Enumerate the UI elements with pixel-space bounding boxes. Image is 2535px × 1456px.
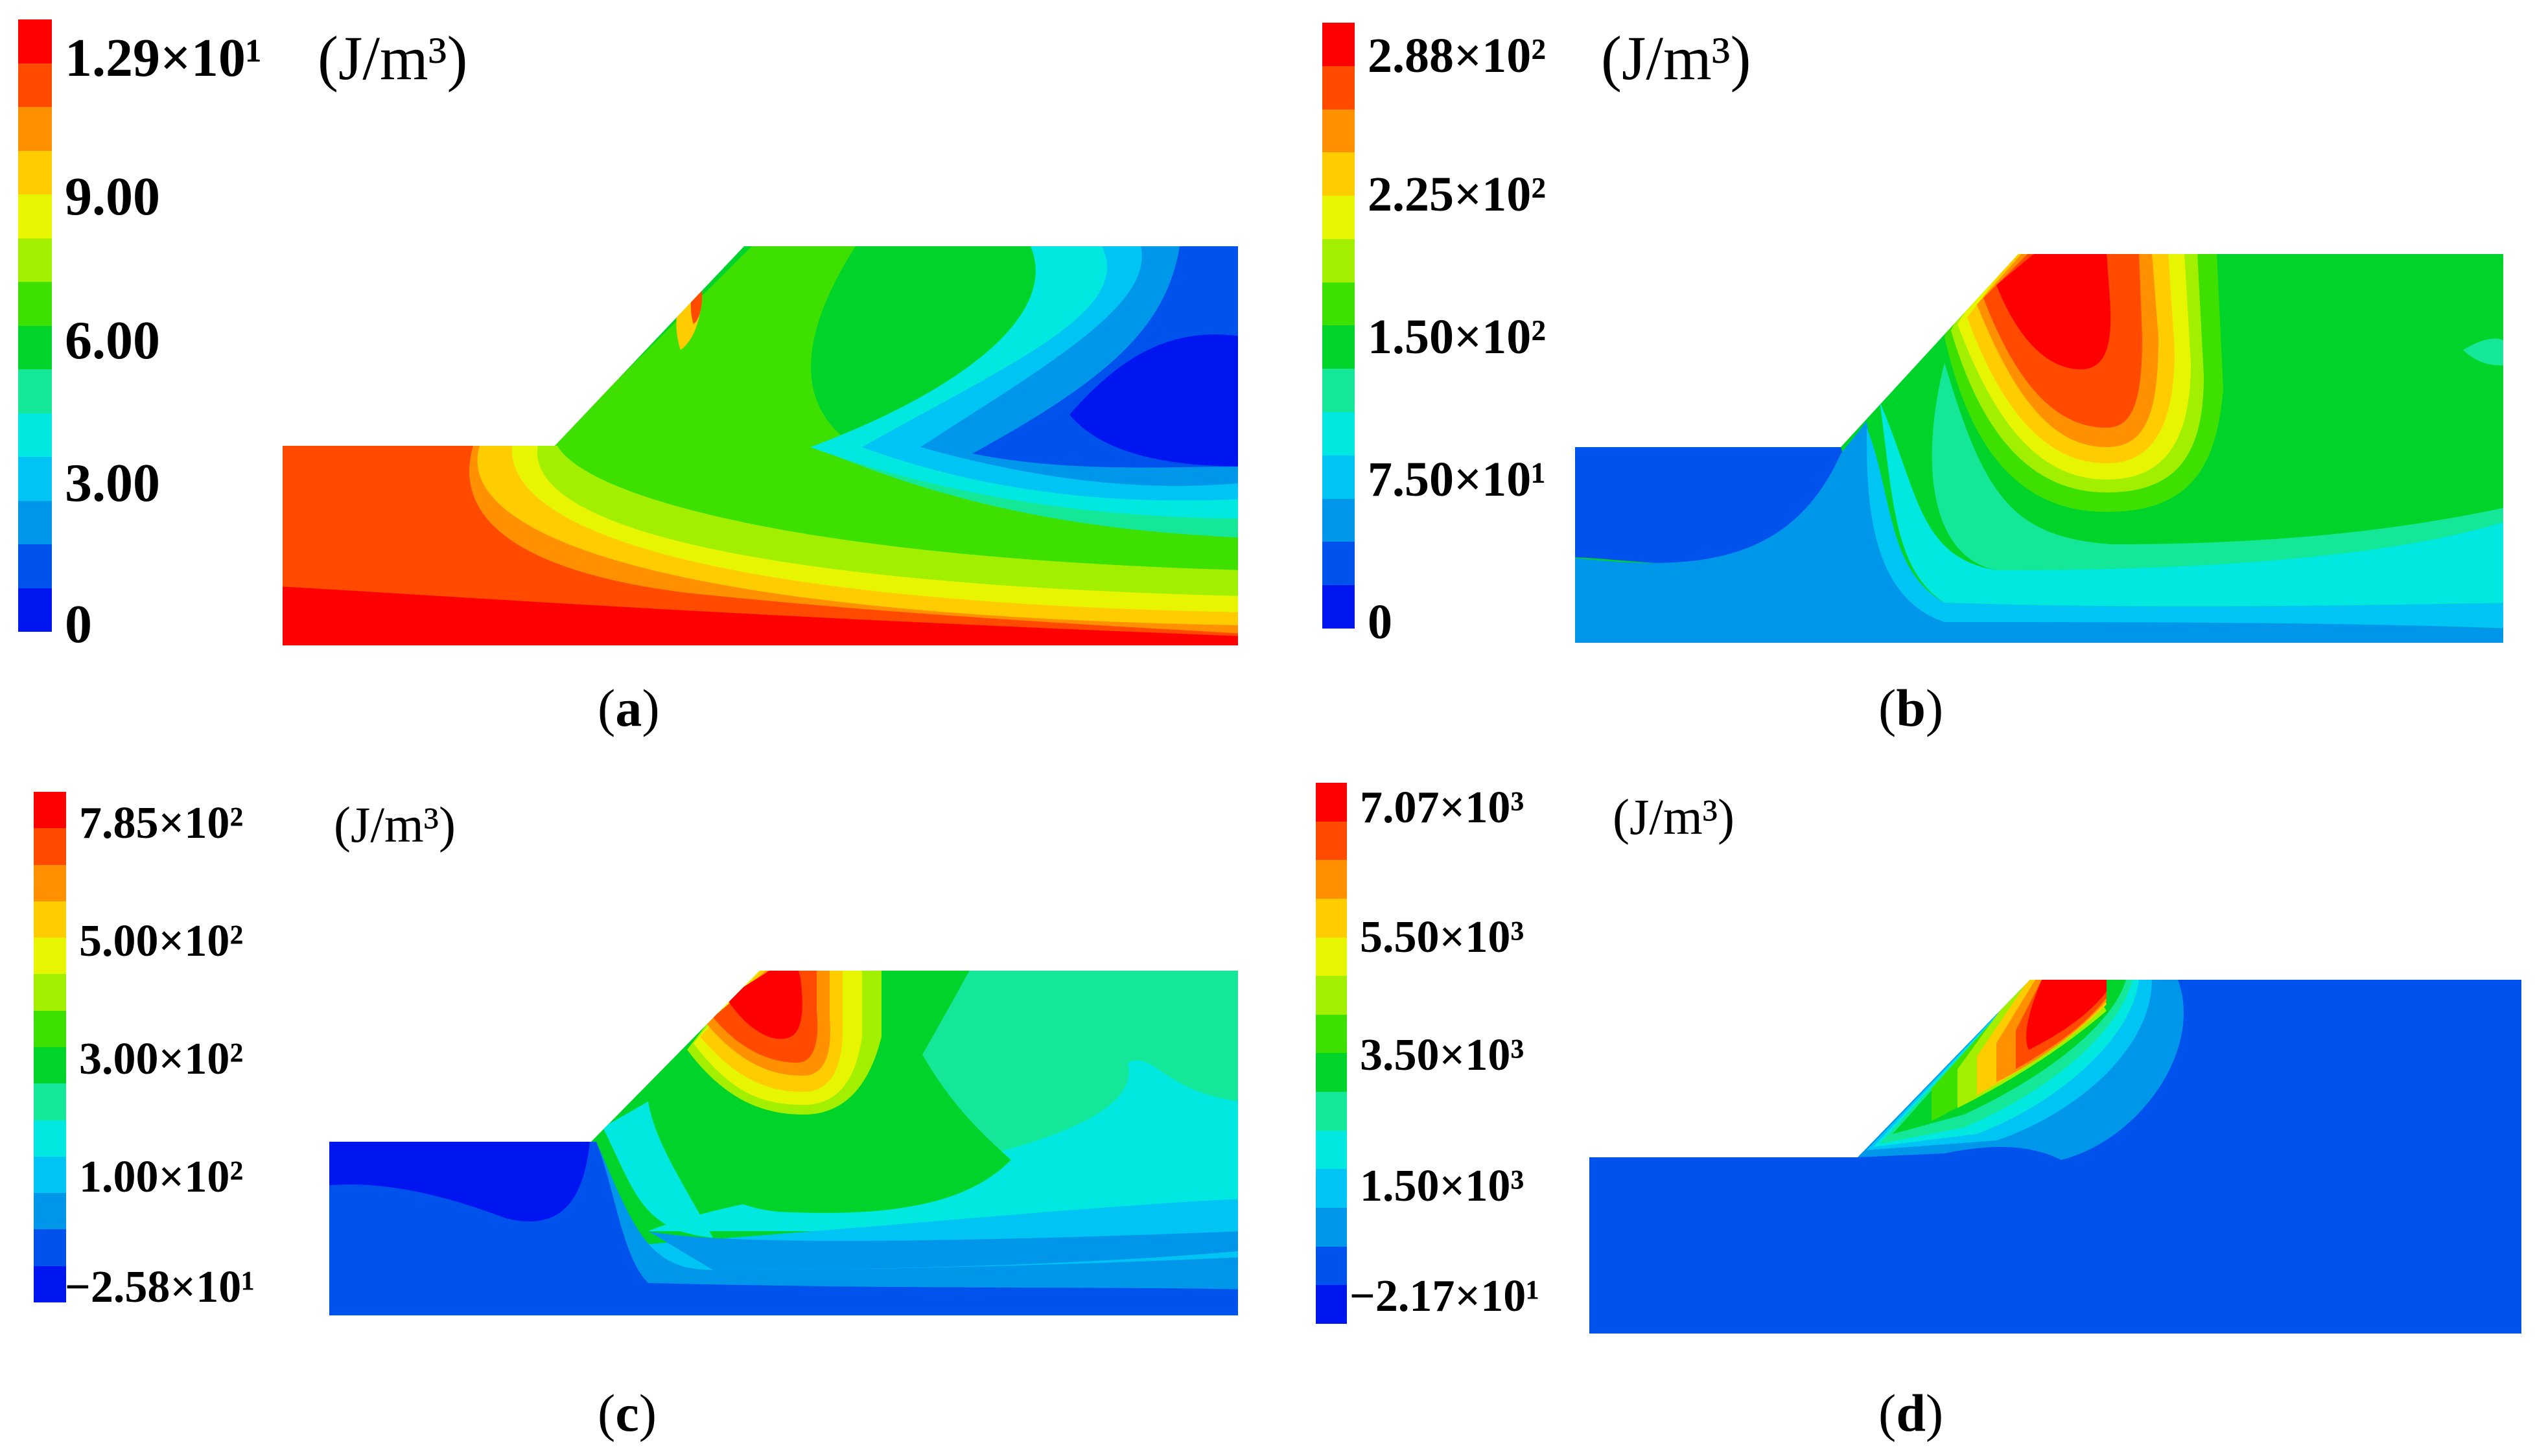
colorbar-segment — [1316, 1092, 1347, 1131]
legend-label-c-4: 1.00×10² — [79, 1152, 244, 1202]
caption-c: (c) — [598, 1383, 657, 1442]
colorbar-segment — [1322, 542, 1355, 586]
legend-label-c-3: 3.00×10² — [79, 1034, 244, 1084]
colorbar-segment — [34, 974, 66, 1011]
colorbar-segment — [1322, 455, 1355, 499]
legend-label-c-5: −2.58×10¹ — [65, 1262, 255, 1312]
colorbar-segment — [34, 1156, 66, 1194]
colorbar-segment — [1316, 860, 1347, 899]
colorbar-segment — [18, 325, 52, 369]
colorbar-segment — [1322, 23, 1355, 66]
contour-field-c — [329, 971, 1238, 1315]
colorbar-segment — [1322, 238, 1355, 283]
colorbar-segment — [1322, 196, 1355, 239]
colorbar-segment — [1322, 65, 1355, 110]
legend-label-a-4: 3.00 — [65, 453, 160, 513]
legend-label-a-5: 0 — [65, 594, 92, 654]
colorbar-segment — [18, 500, 52, 544]
colorbar-segment — [1322, 369, 1355, 413]
colorbar-segment — [1316, 821, 1347, 861]
colorbar-segment — [1316, 937, 1347, 976]
colorbar-segment — [1322, 152, 1355, 196]
colorbar-segment — [18, 413, 52, 457]
caption-a: (a) — [598, 678, 660, 737]
colorbar-segment — [34, 901, 66, 938]
legend-label-b-2: 2.25×10² — [1368, 167, 1547, 222]
colorbar-segment — [18, 282, 52, 326]
legend-label-a-3: 6.00 — [65, 310, 160, 371]
colorbar-a — [18, 19, 52, 632]
colorbar-segment — [18, 107, 52, 151]
legend-label-b-3: 1.50×10² — [1368, 310, 1547, 364]
colorbar-segment — [18, 63, 52, 107]
legend-label-d-2: 5.50×10³ — [1360, 912, 1525, 962]
caption-letter-c: c — [615, 1383, 639, 1442]
colorbar-segment — [1322, 585, 1355, 629]
colorbar-segment — [34, 1265, 66, 1302]
colorbar-segment — [1322, 412, 1355, 456]
colorbar-segment — [34, 1229, 66, 1266]
colorbar-segment — [1316, 1246, 1347, 1286]
unit-label-a: (J/m³) — [318, 23, 468, 93]
caption-letter-d: d — [1896, 1383, 1926, 1442]
colorbar-segment — [18, 369, 52, 413]
colorbar-segment — [34, 828, 66, 865]
colorbar-segment — [1322, 109, 1355, 153]
colorbar-segment — [1316, 1285, 1347, 1324]
colorbar-segment — [1322, 282, 1355, 326]
colorbar-segment — [18, 588, 52, 632]
colorbar-segment — [1316, 1014, 1347, 1054]
colorbar-segment — [1316, 976, 1347, 1015]
unit-label-b: (J/m³) — [1601, 23, 1751, 93]
colorbar-segment — [34, 792, 66, 829]
colorbar-segment — [18, 457, 52, 501]
unit-label-c: (J/m³) — [334, 796, 456, 853]
legend-label-a-2: 9.00 — [65, 167, 160, 227]
caption-b: (b) — [1878, 678, 1944, 737]
contour-field-d — [1589, 980, 2521, 1334]
legend-label-c-2: 5.00×10² — [79, 916, 244, 966]
caption-letter-a: a — [615, 678, 642, 737]
colorbar-segment — [34, 1193, 66, 1230]
legend-label-c-1: 7.85×10² — [79, 798, 244, 848]
colorbar-segment — [18, 194, 52, 238]
colorbar-segment — [34, 1010, 66, 1047]
legend-label-b-1: 2.88×10² — [1368, 29, 1547, 83]
colorbar-segment — [1316, 898, 1347, 938]
legend-label-d-1: 7.07×10³ — [1360, 783, 1525, 833]
colorbar-segment — [1322, 325, 1355, 369]
colorbar-segment — [1322, 498, 1355, 542]
colorbar-segment — [34, 1120, 66, 1157]
unit-label-d: (J/m³) — [1613, 789, 1735, 845]
contour-field-a — [283, 246, 1238, 645]
legend-label-d-4: 1.50×10³ — [1360, 1161, 1525, 1211]
colorbar-segment — [18, 150, 52, 194]
colorbar-segment — [18, 238, 52, 282]
colorbar-segment — [1316, 783, 1347, 822]
colorbar-segment — [34, 1046, 66, 1084]
colorbar-segment — [18, 19, 52, 64]
colorbar-segment — [34, 1083, 66, 1120]
legend-label-d-5: −2.17×10¹ — [1349, 1271, 1540, 1321]
legend-label-d-3: 3.50×10³ — [1360, 1030, 1525, 1080]
colorbar-segment — [34, 864, 66, 901]
caption-d: (d) — [1878, 1383, 1944, 1442]
colorbar-b — [1322, 23, 1355, 629]
colorbar-segment — [1316, 1208, 1347, 1247]
colorbar-c — [34, 792, 66, 1302]
colorbar-d — [1316, 783, 1347, 1324]
colorbar-segment — [18, 544, 52, 588]
colorbar-segment — [1316, 1130, 1347, 1170]
caption-letter-b: b — [1896, 678, 1926, 737]
colorbar-segment — [1316, 1053, 1347, 1092]
legend-label-a-1: 1.29×10¹ — [65, 28, 263, 88]
legend-label-b-5: 0 — [1368, 595, 1392, 649]
colorbar-segment — [1316, 1169, 1347, 1208]
legend-label-b-4: 7.50×10¹ — [1368, 452, 1547, 507]
contour-field-b — [1575, 254, 2503, 643]
colorbar-segment — [34, 938, 66, 975]
